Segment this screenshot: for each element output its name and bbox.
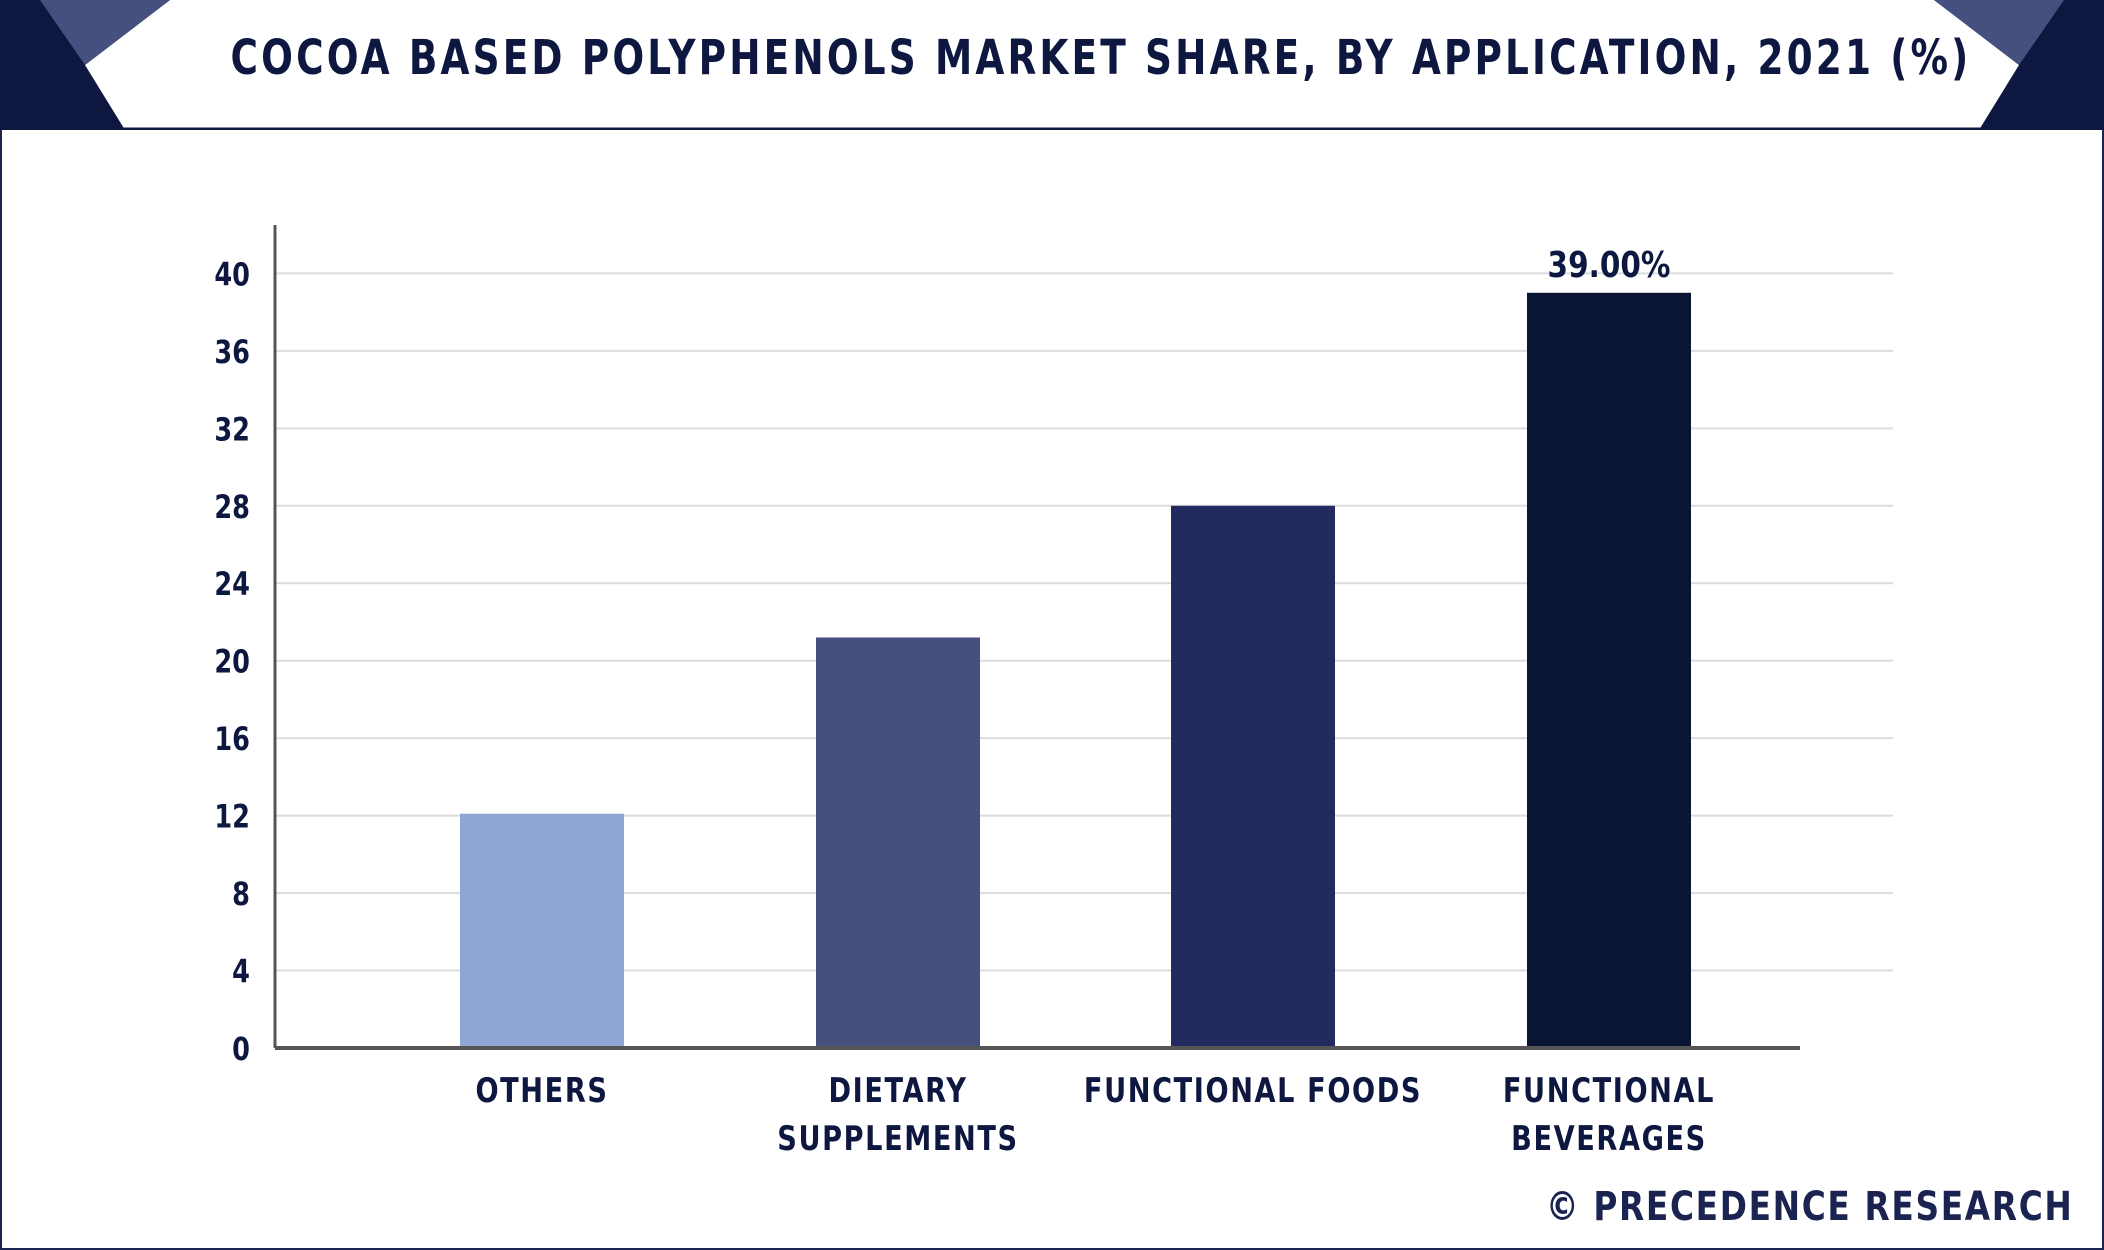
x-tick-label: SUPPLEMENTS <box>777 1119 1018 1159</box>
x-tick-label: BEVERAGES <box>1511 1119 1707 1159</box>
header-banner: COCOA BASED POLYPHENOLS MARKET SHARE, BY… <box>0 0 2104 130</box>
y-tick-label: 16 <box>214 720 250 758</box>
bar <box>1527 292 1691 1048</box>
bar <box>816 637 980 1048</box>
y-tick-label: 20 <box>214 643 250 681</box>
header-background <box>0 0 2104 130</box>
y-tick-label: 0 <box>232 1030 250 1068</box>
y-tick-label: 40 <box>214 256 250 294</box>
y-tick-label: 4 <box>232 953 250 991</box>
bar <box>1171 505 1335 1049</box>
data-label: 39.00% <box>1548 243 1671 286</box>
y-tick-label: 32 <box>214 411 250 449</box>
x-tick-label: FUNCTIONAL FOODS <box>1084 1071 1422 1111</box>
bar <box>460 813 624 1048</box>
y-tick-label: 24 <box>214 565 250 603</box>
header-left-accent <box>40 0 170 65</box>
x-tick-label: DIETARY <box>828 1071 967 1111</box>
chart-title: COCOA BASED POLYPHENOLS MARKET SHARE, BY… <box>230 30 1972 86</box>
y-tick-label: 36 <box>214 333 250 371</box>
y-tick-label: 28 <box>214 488 250 526</box>
y-tick-label: 12 <box>214 798 250 836</box>
x-tick-label: OTHERS <box>475 1071 608 1111</box>
header-right-accent <box>1934 0 2064 65</box>
y-tick-label: 8 <box>232 875 250 913</box>
source-credit: © PRECEDENCE RESEARCH <box>1546 1184 2074 1230</box>
x-tick-label: FUNCTIONAL <box>1503 1071 1715 1111</box>
header-decoration <box>0 0 2104 130</box>
